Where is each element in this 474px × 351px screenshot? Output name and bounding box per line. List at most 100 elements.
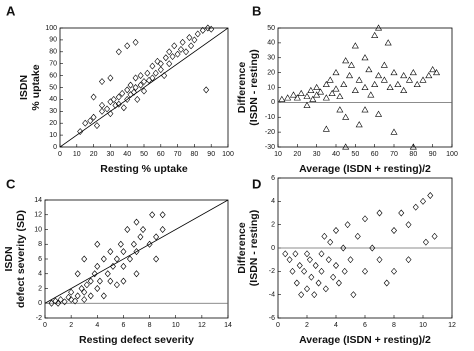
point [204, 24, 211, 32]
x-axis-label: Resting % uptake [100, 163, 188, 175]
y-tick-label: 70 [49, 61, 57, 68]
y-tick-label: 10 [49, 132, 57, 139]
point [420, 197, 426, 205]
point [77, 128, 84, 135]
point [361, 83, 369, 90]
point [87, 277, 94, 285]
point [94, 240, 101, 248]
point [321, 232, 328, 240]
point [124, 42, 131, 50]
point [375, 71, 383, 79]
point [115, 48, 122, 56]
y-tick-label: -2 [36, 315, 42, 322]
point [153, 255, 160, 263]
point [115, 93, 122, 101]
point [355, 121, 363, 128]
point [146, 240, 153, 248]
point [342, 113, 350, 120]
point [100, 255, 107, 263]
point [171, 42, 178, 50]
y-tick-label: -2 [269, 268, 275, 275]
x-tick-label: 10 [274, 151, 282, 158]
point [130, 88, 137, 96]
point [65, 293, 72, 301]
point [109, 262, 116, 270]
x-tick-label: 4 [334, 322, 338, 329]
point [154, 57, 161, 65]
point [99, 101, 105, 109]
panel: A 0 10 20 30 40 50 60 70 80 90 100 0 10 20 30 40 50 60 70 80… [6, 3, 234, 174]
point [362, 215, 368, 223]
x-tick-label: 30 [107, 151, 115, 158]
point [344, 221, 351, 229]
point [159, 226, 166, 233]
point [317, 88, 325, 95]
point [169, 53, 176, 61]
y-axis-label: ISDN [18, 75, 30, 100]
x-tick-label: 40 [123, 151, 131, 158]
point [292, 250, 299, 258]
point [347, 256, 354, 264]
point [199, 26, 206, 34]
point [188, 42, 195, 50]
point [335, 279, 342, 287]
x-tick-label: 12 [198, 322, 206, 329]
x-tick-label: 100 [222, 151, 234, 158]
x-tick-label: 8 [392, 322, 396, 329]
point [325, 256, 332, 264]
x-tick-label: 30 [313, 151, 321, 158]
y-tick-label: 6 [271, 175, 275, 182]
y-axis-label: (ISDN - resting) [248, 49, 260, 125]
point [333, 227, 339, 234]
point [115, 100, 122, 108]
point [351, 86, 359, 93]
point [301, 267, 308, 275]
x-tick-label: 20 [90, 151, 98, 158]
point [107, 74, 114, 82]
point [110, 95, 117, 103]
point [104, 105, 111, 113]
y-tick-label: 20 [267, 69, 275, 76]
point [303, 101, 311, 108]
point [391, 227, 397, 234]
point [365, 66, 373, 73]
point [289, 267, 296, 275]
point [313, 83, 321, 90]
point [429, 66, 437, 73]
point [383, 279, 390, 287]
y-axis-label: (ISDN - resting) [248, 210, 260, 286]
point [134, 95, 141, 103]
point [369, 244, 376, 252]
point [400, 71, 408, 79]
x-tick-label: 0 [58, 151, 62, 158]
point [326, 76, 334, 83]
y-axis-label: ISDN [3, 246, 15, 271]
point [159, 211, 166, 219]
x-tick-label: 80 [409, 151, 417, 158]
point [361, 54, 369, 61]
point [293, 279, 300, 287]
x-tick-label: 4 [95, 322, 99, 329]
point [99, 107, 105, 115]
point [315, 279, 322, 287]
point [186, 34, 193, 41]
point [340, 244, 347, 252]
point [306, 256, 313, 264]
point [83, 281, 90, 289]
point [82, 119, 89, 127]
point [327, 238, 334, 246]
point [391, 267, 397, 275]
point [120, 104, 127, 112]
x-tick-label: 90 [207, 151, 215, 158]
point [413, 80, 421, 88]
y-tick-label: -6 [269, 315, 275, 322]
x-tick-label: 70 [174, 151, 182, 158]
point [113, 281, 120, 289]
point [87, 292, 94, 300]
point [376, 256, 383, 264]
point [94, 285, 101, 292]
point [162, 54, 169, 62]
point [386, 83, 394, 90]
